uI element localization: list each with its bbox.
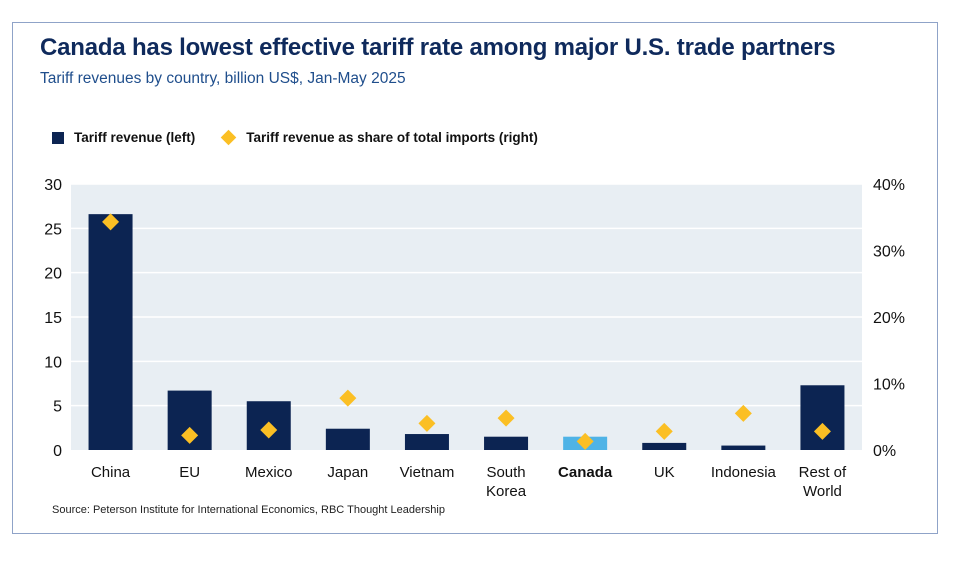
bar-south-korea [484,436,529,450]
x-tick-label: World [803,483,842,500]
y-left-tick-label: 25 [44,221,62,238]
y-left-tick-label: 0 [53,443,62,460]
x-tick-label: Canada [558,464,613,481]
chart-subtitle: Tariff revenues by country, billion US$,… [40,70,406,87]
share-point-uk [655,422,673,440]
chart-title: Canada has lowest effective tariff rate … [40,34,836,61]
x-tick-label: South [486,464,525,481]
y-right-tick-label: 0% [873,443,896,460]
x-tick-label: UK [654,464,675,481]
y-left-tick-label: 10 [44,354,62,371]
share-point-canada [576,432,594,450]
share-point-vietnam [418,414,436,432]
bar-china [88,214,133,450]
x-tick-label: Japan [327,464,368,481]
x-tick-label: Vietnam [400,464,455,481]
share-point-south-korea [497,409,515,427]
y-right-tick-label: 20% [873,310,905,327]
y-right-tick-label: 40% [873,177,905,194]
y-right-tick-label: 30% [873,244,905,261]
legend-bar-swatch [52,131,64,144]
bar-japan [325,428,370,450]
legend: Tariff revenue (left) Tariff revenue as … [52,129,538,146]
bar-indonesia [721,445,766,450]
x-tick-label: Indonesia [711,464,777,481]
legend-bar-label: Tariff revenue (left) [74,130,196,145]
legend-diamond-label: Tariff revenue as share of total imports… [246,130,538,145]
share-point-japan [339,389,357,407]
bar-vietnam [404,434,449,450]
y-left-tick-label: 30 [44,177,62,194]
share-point-china [102,213,120,231]
y-right-tick-label: 10% [873,377,905,394]
x-tick-label: Mexico [245,464,293,481]
y-left-tick-label: 5 [53,399,62,416]
x-tick-label: Korea [486,483,527,500]
x-tick-label: EU [179,464,200,481]
source-note: Source: Peterson Institute for Internati… [52,504,445,516]
y-left-tick-label: 15 [44,310,62,327]
y-left-tick-label: 20 [44,266,62,283]
share-point-mexico [260,421,278,439]
share-point-eu [181,426,199,444]
x-tick-label: Rest of [799,464,847,481]
bar-uk [642,442,687,450]
share-point-rest-of-world [813,422,831,440]
x-tick-label: China [91,464,131,481]
share-point-indonesia [734,404,752,422]
bar-rest-of-world [800,385,845,450]
